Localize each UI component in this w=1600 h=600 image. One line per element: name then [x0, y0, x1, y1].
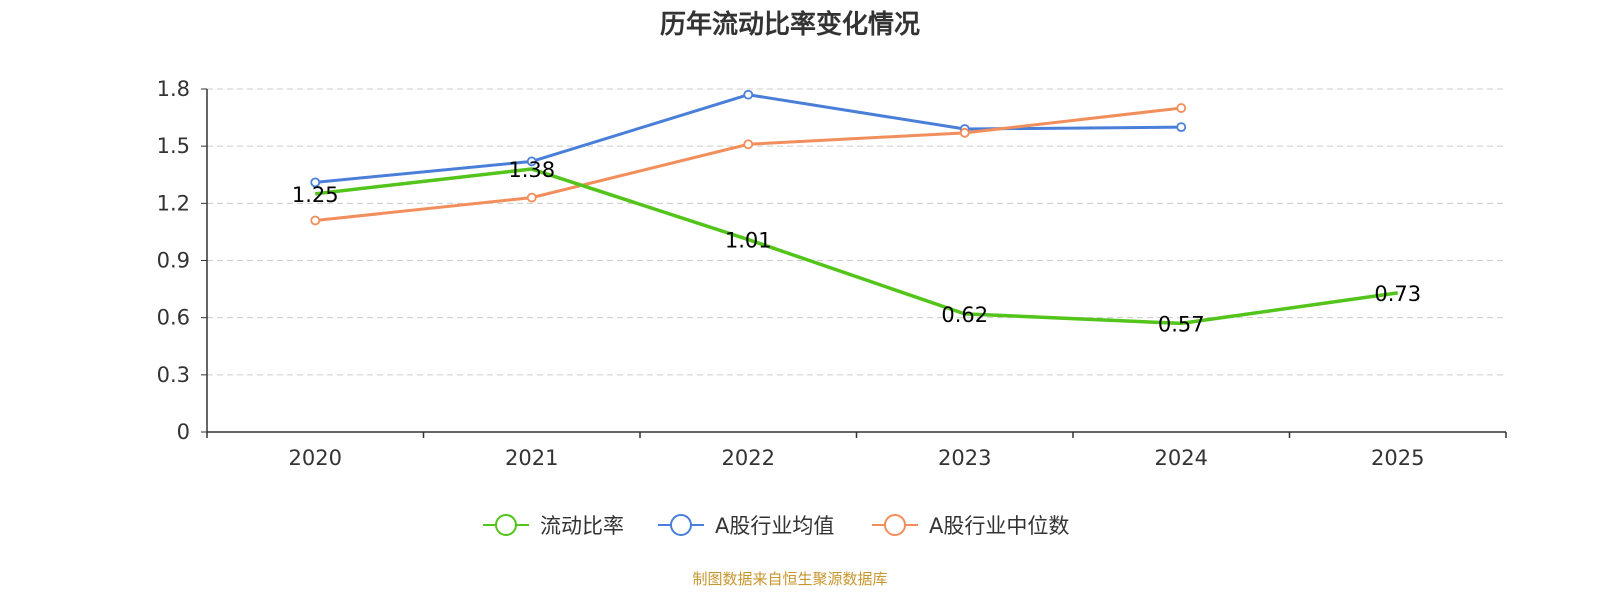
legend-circle-icon: [495, 514, 517, 536]
data-label: 0.62: [941, 303, 988, 327]
data-point: [526, 156, 537, 167]
legend-item-2[interactable]: A股行业中位数: [872, 514, 1069, 538]
series-line-1: [315, 93, 1182, 184]
y-tick-label: 0.9: [157, 249, 190, 273]
data-point: [310, 177, 321, 188]
data-point: [959, 127, 970, 138]
data-label: 0.57: [1158, 312, 1205, 336]
data-label: 1.38: [508, 158, 555, 182]
x-tick-label: 2020: [289, 446, 342, 470]
grid-lines: [207, 88, 1506, 376]
axes: 0 0.3 0.6 0.9 1.2 1.5 1.8 2020 2021 2022 2023 2024 2…: [157, 77, 1507, 470]
legend-item-0[interactable]: 流动比率: [483, 514, 624, 538]
legend-label: 流动比率: [540, 514, 624, 538]
x-tick-label: 2021: [505, 446, 558, 470]
data-point: [526, 192, 537, 203]
x-tick-label: 2022: [722, 446, 775, 470]
y-tick-label: 1.2: [157, 191, 190, 215]
legend-label: A股行业均值: [715, 514, 834, 538]
y-tick-label: 1.5: [157, 134, 190, 158]
data-label: 1.01: [725, 229, 772, 253]
chart-title: 历年流动比率变化情况: [660, 9, 920, 40]
data-labels: 1.25 1.38 1.01 0.62 0.57 0.73: [292, 158, 1421, 336]
data-point: [310, 215, 321, 226]
x-tick-label: 2025: [1371, 446, 1424, 470]
data-label: 1.25: [292, 183, 339, 207]
legend-item-1[interactable]: A股行业均值: [658, 514, 834, 538]
y-tick-label: 0.6: [157, 306, 190, 330]
y-tick-label: 0.3: [157, 363, 190, 387]
data-label: 0.73: [1374, 282, 1421, 306]
legend: 流动比率 A股行业均值 A股行业中位数: [483, 514, 1069, 538]
y-tick-label: 1.8: [157, 77, 190, 101]
series-line-0: [315, 167, 1398, 326]
legend-label: A股行业中位数: [929, 514, 1069, 538]
data-point: [743, 89, 754, 100]
x-tick-label: 2024: [1155, 446, 1208, 470]
data-point: [1176, 122, 1187, 133]
legend-circle-icon: [670, 514, 692, 536]
y-tick-label: 0: [177, 420, 190, 444]
series-group: [310, 89, 1398, 326]
x-tick-label: 2023: [938, 446, 991, 470]
source-note: 制图数据来自恒生聚源数据库: [692, 570, 887, 588]
data-point: [1176, 103, 1187, 113]
data-point: [743, 139, 754, 150]
legend-circle-icon: [884, 514, 906, 536]
